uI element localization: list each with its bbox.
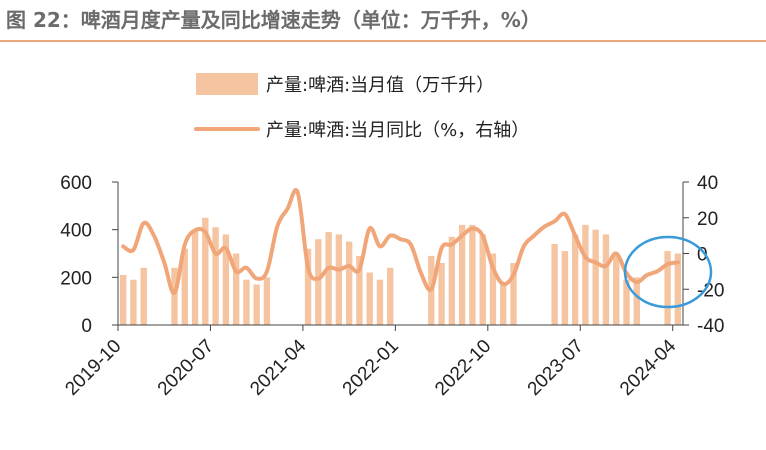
right-axis-ticks: -40 -20 0 20 40 <box>683 173 724 337</box>
bar <box>623 279 630 325</box>
title-divider <box>0 40 766 42</box>
bar <box>212 227 219 325</box>
bar <box>253 284 260 325</box>
x-tick-label: 2022-10 <box>431 336 495 400</box>
bar <box>438 263 445 325</box>
bar <box>130 279 137 325</box>
bar <box>325 232 332 325</box>
line-series <box>121 188 680 295</box>
bar <box>674 253 682 325</box>
bar <box>458 224 466 325</box>
x-tick-label: 2021-04 <box>246 335 310 399</box>
right-tick-label: -40 <box>697 316 724 337</box>
bar <box>510 263 517 325</box>
bar <box>664 251 671 325</box>
legend-line-label: 产量:啤酒:当月同比（%，右轴） <box>266 120 529 141</box>
bar <box>222 234 230 325</box>
x-tick-label: 2023-07 <box>524 336 588 400</box>
bar <box>181 248 188 325</box>
left-tick-label: 600 <box>60 173 92 194</box>
bar <box>232 253 240 325</box>
x-tick-label: 2024-04 <box>616 335 680 399</box>
bar <box>479 234 486 325</box>
yoy-line <box>121 188 680 295</box>
right-tick-label: 20 <box>697 209 718 230</box>
bar <box>202 217 209 325</box>
right-tick-label: 40 <box>697 173 718 194</box>
bar <box>571 234 579 325</box>
x-axis-ticks: 2019-10 2020-07 2021-04 2022-01 2022-10 2023-… <box>61 325 681 400</box>
right-tick-label: -20 <box>697 280 724 301</box>
legend-bar-label: 产量:啤酒:当月值（万千升） <box>266 75 494 96</box>
bar <box>551 243 558 325</box>
bar <box>140 267 147 325</box>
x-tick-label: 2020-07 <box>154 336 218 400</box>
bar <box>592 229 599 325</box>
bar-series <box>119 217 682 325</box>
bar <box>602 234 610 325</box>
left-tick-label: 400 <box>60 221 92 242</box>
bar <box>448 236 456 325</box>
bar <box>335 234 343 325</box>
bar <box>633 277 640 325</box>
figure-title: 图 22：啤酒月度产量及同比增速走势（单位：万千升，%） <box>6 8 541 32</box>
bar <box>356 255 363 325</box>
left-tick-label: 0 <box>81 316 92 337</box>
bar <box>387 267 394 325</box>
chart-legend: 产量:啤酒:当月值（万千升） 产量:啤酒:当月同比（%，右轴） <box>194 73 529 141</box>
highlight-circle <box>623 235 713 309</box>
bar <box>366 272 373 325</box>
bar <box>500 282 507 325</box>
bar <box>345 241 353 325</box>
bar <box>119 274 127 325</box>
x-tick-label: 2022-01 <box>339 336 403 400</box>
bar <box>304 248 312 325</box>
bar <box>469 224 476 325</box>
bar <box>582 224 589 325</box>
bar <box>263 277 271 325</box>
bar <box>171 267 178 325</box>
right-tick-label: 0 <box>697 245 708 266</box>
legend-bar-swatch <box>196 73 258 95</box>
bar <box>243 279 250 325</box>
bar <box>613 255 620 325</box>
bar <box>489 253 497 325</box>
bar <box>376 279 384 325</box>
bar <box>561 251 569 325</box>
bar <box>315 239 322 325</box>
x-tick-label: 2019-10 <box>61 336 125 400</box>
left-axis-ticks: 0 200 400 600 <box>60 173 118 337</box>
left-tick-label: 200 <box>60 268 92 289</box>
bar <box>191 229 199 325</box>
